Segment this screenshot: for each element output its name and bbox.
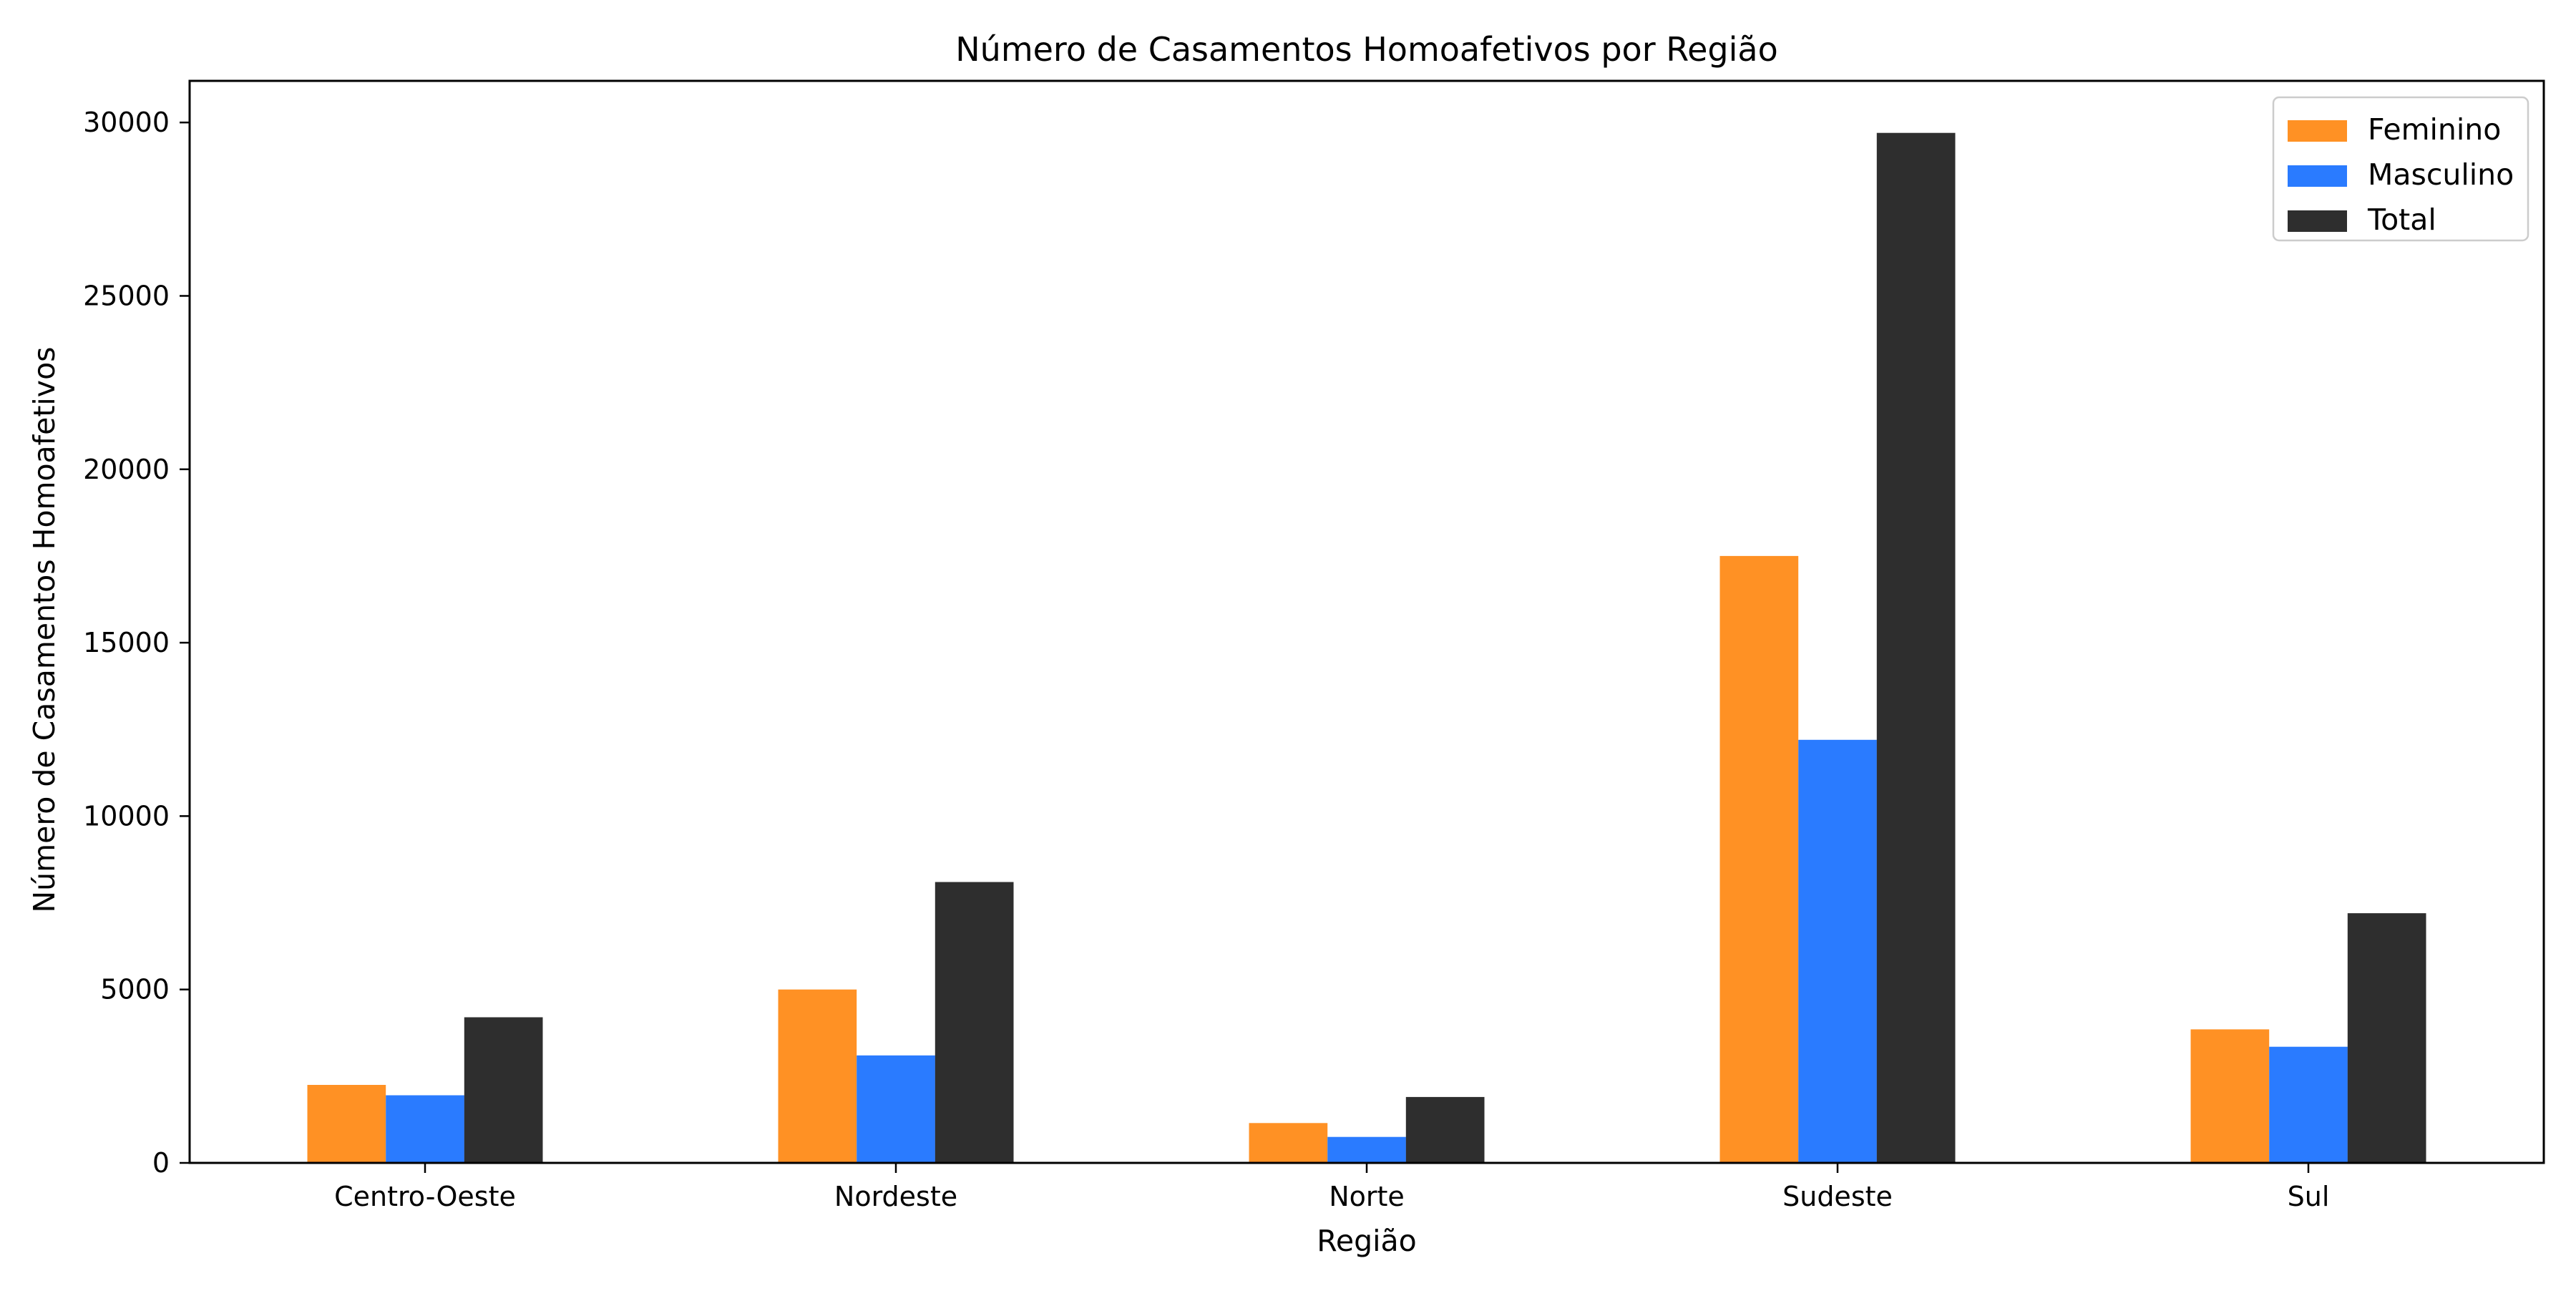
x-tick-label: Norte <box>1329 1181 1405 1212</box>
bar-masculino-norte <box>1327 1136 1406 1163</box>
ticks-layer: Centro-Oeste Nordeste Norte Sudeste Sul 0 5000… <box>83 107 2329 1212</box>
y-tick-label: 30000 <box>83 107 170 138</box>
x-axis-label: Região <box>1317 1224 1417 1258</box>
x-tick-label: Centro-Oeste <box>334 1181 516 1212</box>
bar-feminino-sul <box>2190 1029 2270 1163</box>
legend-label-feminino: Feminino <box>2368 112 2501 147</box>
x-tick-label: Sul <box>2288 1181 2330 1212</box>
legend: Feminino Masculino Total <box>2272 96 2529 242</box>
bar-total-centro-oeste <box>464 1017 543 1163</box>
y-axis-label: Número de Casamentos Homoafetivos <box>27 346 62 912</box>
x-tick-label: Sudeste <box>1782 1181 1893 1212</box>
bar-masculino-centro-oeste <box>386 1095 464 1163</box>
bar-total-nordeste <box>935 882 1014 1163</box>
bar-feminino-nordeste <box>778 989 857 1163</box>
y-tick-label: 10000 <box>83 800 170 832</box>
legend-label-total: Total <box>2367 203 2436 237</box>
legend-swatch-total <box>2288 210 2347 232</box>
bar-total-sul <box>2347 913 2426 1163</box>
bar-feminino-norte <box>1249 1123 1328 1163</box>
y-tick-label: 0 <box>152 1147 170 1179</box>
bar-masculino-nordeste <box>857 1055 935 1163</box>
legend-swatch-masculino <box>2288 165 2347 187</box>
bars-layer <box>307 132 2426 1164</box>
bar-feminino-sudeste <box>1719 555 1799 1163</box>
y-tick-label: 25000 <box>83 280 170 311</box>
bar-total-sudeste <box>1876 132 1956 1164</box>
bar-total-norte <box>1405 1096 1485 1163</box>
x-tick-label: Nordeste <box>834 1181 957 1212</box>
plot-frame <box>188 79 2545 1164</box>
y-tick-label: 20000 <box>83 454 170 485</box>
y-tick-label: 5000 <box>100 974 170 1005</box>
legend-label-masculino: Masculino <box>2368 157 2514 192</box>
bar-feminino-centro-oeste <box>307 1085 386 1163</box>
bar-masculino-sudeste <box>1798 739 1877 1163</box>
bar-masculino-sul <box>2269 1046 2348 1163</box>
y-tick-label: 15000 <box>83 627 170 658</box>
chart-title: Número de Casamentos Homoafetivos por Re… <box>955 30 1777 69</box>
legend-swatch-feminino <box>2288 120 2347 142</box>
